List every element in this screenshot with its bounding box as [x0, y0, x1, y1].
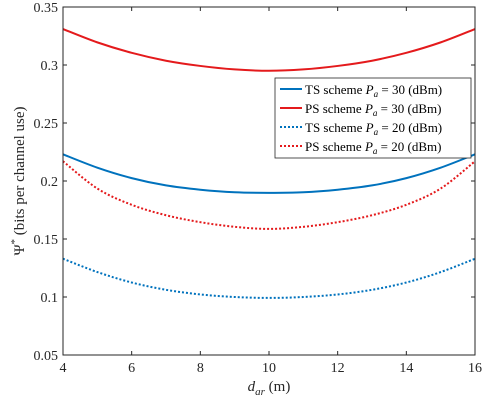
- x-tick-label: 4: [60, 361, 67, 376]
- legend-item-ts-30: TS scheme Pa = 30 (dBm): [280, 82, 442, 99]
- y-tick-label: 0.35: [34, 1, 59, 16]
- legend: TS scheme Pa = 30 (dBm) PS scheme Pa = 3…: [274, 77, 472, 159]
- legend-item-ps-20: PS scheme Pa = 20 (dBm): [280, 139, 441, 156]
- axis-tick-labels: 4 6 8 10 12 14 16 0.05 0.1 0.15 0.2 0.25 0.3 0.35: [34, 1, 483, 376]
- x-tick-label: 6: [128, 361, 135, 376]
- series-line-3: [62, 257, 476, 299]
- y-tick-label: 0.25: [34, 117, 59, 132]
- legend-label-ts-20: TS scheme Pa = 20 (dBm): [305, 120, 442, 137]
- x-tick-label: 12: [331, 361, 345, 376]
- plot-lines: [62, 28, 476, 299]
- x-tick-label: 10: [262, 361, 276, 376]
- legend-item-ps-30: PS scheme Pa = 30 (dBm): [280, 101, 441, 118]
- legend-box: [274, 77, 472, 159]
- y-axis-label: Ψ* (bits per channel use): [9, 106, 28, 255]
- y-tick-label: 0.05: [34, 349, 59, 364]
- y-tick-label: 0.3: [41, 59, 59, 74]
- legend-label-ps-30: PS scheme Pa = 30 (dBm): [305, 101, 441, 118]
- y-tick-label: 0.1: [41, 291, 59, 306]
- y-tick-label: 0.15: [34, 233, 59, 248]
- series-line-4: [62, 160, 476, 230]
- axis-ticks: [62, 6, 476, 356]
- series-line-2: [62, 28, 476, 72]
- x-axis-label: dar (m): [248, 379, 291, 398]
- x-tick-label: 14: [399, 361, 413, 376]
- series-line-1: [62, 153, 476, 194]
- x-tick-label: 8: [197, 361, 204, 376]
- y-tick-label: 0.2: [41, 175, 59, 190]
- x-tick-label: 16: [468, 361, 482, 376]
- legend-item-ts-20: TS scheme Pa = 20 (dBm): [280, 120, 442, 137]
- legend-label-ts-30: TS scheme Pa = 30 (dBm): [305, 82, 442, 99]
- legend-label-ps-20: PS scheme Pa = 20 (dBm): [305, 139, 441, 156]
